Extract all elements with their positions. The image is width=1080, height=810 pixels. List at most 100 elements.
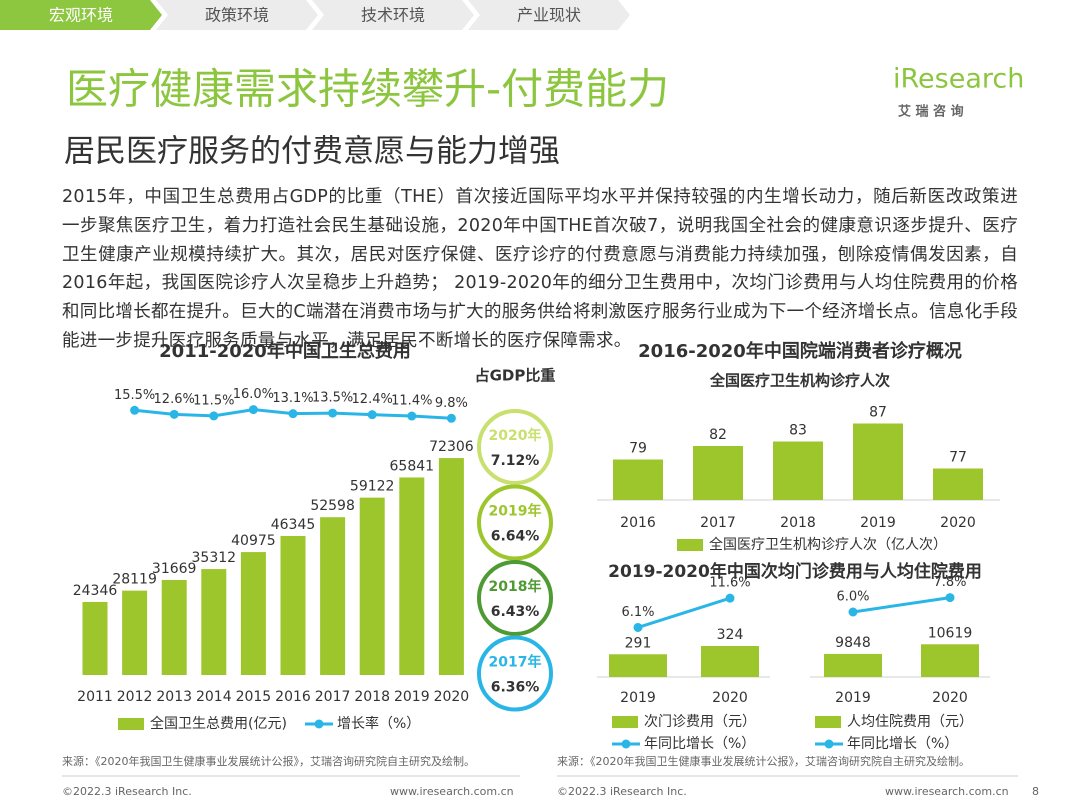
x-tick-label: 2011 — [77, 689, 113, 705]
x-tick-label: 2016 — [275, 689, 311, 705]
legend-label: 次门诊费用（元） — [644, 714, 756, 730]
bar-label: 31669 — [152, 561, 197, 577]
page-number: 8 — [1032, 785, 1039, 798]
line-point — [945, 593, 955, 603]
bar-label: 40975 — [231, 533, 276, 549]
legend-swatch — [118, 718, 144, 730]
tab-label[interactable]: 产业现状 — [517, 6, 581, 25]
tab[interactable] — [312, 0, 474, 30]
bar — [201, 569, 227, 675]
bar-label: 65841 — [390, 458, 435, 474]
x-tick-label: 2015 — [236, 689, 272, 705]
bar-label: 324 — [717, 627, 744, 643]
bar-label: 35312 — [192, 550, 237, 566]
bar-label: 83 — [789, 423, 807, 439]
share-value: 6.43% — [491, 604, 540, 620]
line-label: 7.8% — [933, 575, 966, 590]
tab[interactable] — [0, 0, 162, 30]
share-circle — [477, 560, 553, 636]
tab-label[interactable]: 技术环境 — [361, 6, 425, 25]
x-tick-label: 2012 — [117, 689, 153, 705]
bar — [921, 644, 979, 677]
bar — [701, 646, 759, 677]
bar — [240, 552, 266, 675]
line-point — [407, 411, 417, 421]
line-point — [328, 408, 338, 418]
x-tick-label: 2020 — [940, 515, 976, 531]
legend-label: 全国医疗卫生机构诊疗人次（亿人次） — [709, 536, 947, 553]
line-point — [209, 411, 219, 421]
bar-label: 77 — [949, 450, 967, 466]
share-year: 2019年 — [489, 503, 542, 520]
bar-label: 52598 — [310, 498, 355, 514]
x-tick-label: 2019 — [394, 689, 430, 705]
legend-swatch — [612, 716, 638, 728]
legend-label: 年同比增长（%） — [847, 736, 958, 752]
source: 来源：《2020年我国卫生健康事业发展统计公报》，艾瑞咨询研究院自主研究及绘制。 — [557, 754, 970, 768]
bar — [122, 590, 148, 675]
line-label: 11.4% — [391, 394, 432, 409]
tab[interactable] — [156, 0, 318, 30]
bar-label: 72306 — [429, 439, 474, 455]
tab-label[interactable]: 宏观环境 — [49, 6, 113, 25]
paragraph: 2015年，中国卫生总费用占GDP的比重（THE）首次接近国际平均水平并保持较强… — [62, 187, 1018, 351]
line-label: 12.4% — [352, 392, 393, 407]
line-label: 6.1% — [621, 605, 654, 620]
x-tick-label: 2013 — [156, 689, 192, 705]
line-label: 6.0% — [836, 590, 869, 605]
logo-sub: 艾 瑞 咨 询 — [898, 104, 964, 120]
share-circle — [477, 409, 553, 485]
chart-subtitle: 全国医疗卫生机构诊疗人次 — [709, 372, 890, 390]
line-label: 11.6% — [709, 576, 750, 591]
x-tick-label: 2019 — [835, 690, 871, 706]
bar — [161, 579, 187, 675]
line-label: 16.0% — [233, 387, 274, 402]
share-value: 6.64% — [491, 529, 540, 545]
line-point — [130, 405, 140, 415]
gdp-title: 占GDP比重 — [475, 367, 556, 385]
chart-title: 2011-2020年中国卫生总费用 — [159, 340, 411, 362]
share-year: 2020年 — [489, 427, 542, 444]
line-label: 11.5% — [193, 393, 234, 408]
bar-label: 82 — [709, 427, 727, 443]
bar — [613, 459, 663, 500]
line-point — [633, 622, 643, 632]
x-tick-label: 2016 — [620, 515, 656, 531]
bar — [280, 535, 306, 675]
bar-label: 9848 — [835, 635, 871, 651]
line-label: 13.1% — [272, 391, 313, 406]
source: 来源：《2020年我国卫生健康事业发展统计公报》，艾瑞咨询研究院自主研究及绘制。 — [62, 754, 475, 768]
copyright: ©2022.3 iResearch Inc. — [557, 785, 687, 798]
share-circle — [477, 635, 553, 712]
bar — [824, 653, 882, 677]
bar — [399, 477, 425, 675]
line-label: 13.5% — [312, 391, 353, 406]
bar — [693, 446, 743, 500]
x-tick-label: 2020 — [932, 690, 968, 706]
title: 医疗健康需求持续攀升-付费能力 — [66, 65, 669, 114]
legend-label: 人均住院费用（元） — [847, 714, 973, 730]
bar-label: 28119 — [112, 572, 157, 588]
bar-label: 10619 — [928, 625, 973, 641]
bar — [82, 601, 108, 675]
site: www.iresearch.com.cn — [885, 785, 1009, 798]
legend-marker — [824, 739, 834, 749]
tab-label[interactable]: 政策环境 — [205, 6, 269, 25]
line — [852, 596, 951, 614]
tab[interactable] — [468, 0, 630, 30]
bar — [359, 497, 385, 675]
legend-swatch — [677, 539, 703, 551]
x-tick-label: 2017 — [700, 515, 736, 531]
line-label: 9.8% — [435, 396, 468, 411]
share-value: 7.12% — [491, 453, 540, 469]
line-point — [367, 410, 377, 420]
line-label: 15.5% — [114, 388, 155, 403]
bar — [609, 654, 667, 677]
legend-marker — [621, 739, 631, 749]
legend-swatch — [815, 716, 841, 728]
legend-marker — [314, 719, 324, 729]
line-point — [288, 409, 298, 419]
subtitle: 居民医疗服务的付费意愿与能力增强 — [64, 134, 560, 170]
